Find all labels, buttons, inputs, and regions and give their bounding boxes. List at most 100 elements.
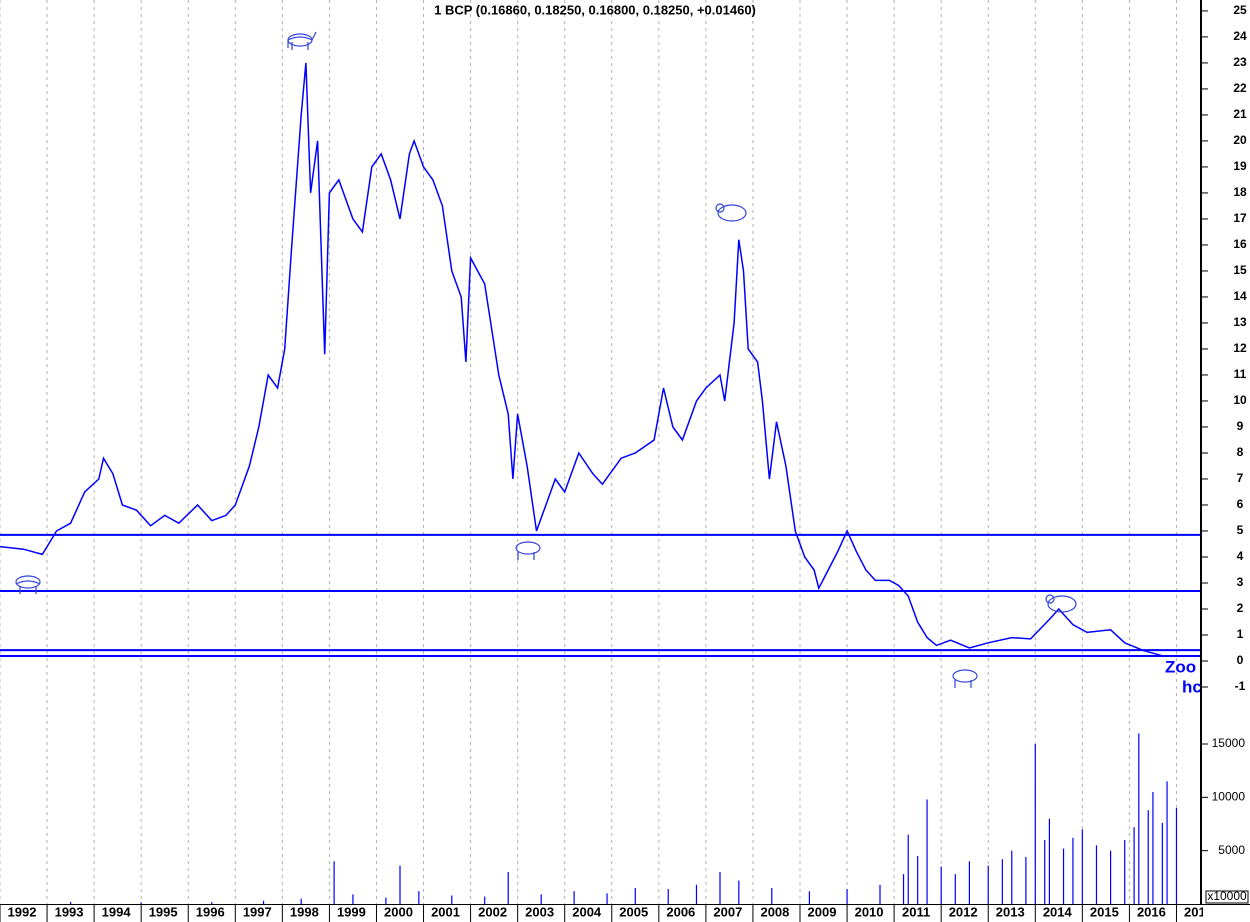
volume-bar xyxy=(926,799,928,904)
y-tick-label: 6 xyxy=(1237,497,1244,511)
volume-bar xyxy=(69,901,72,904)
y-tick-label: 5 xyxy=(1237,523,1244,537)
volume-bar xyxy=(634,888,636,904)
y-tick-label: 1 xyxy=(1237,627,1244,641)
volume-bar xyxy=(1161,822,1163,904)
volume-bar xyxy=(968,861,971,904)
y-tick-label: 15 xyxy=(1233,263,1247,277)
y-tick-label: 4 xyxy=(1237,549,1244,563)
annotation: hc xyxy=(1182,677,1202,696)
volume-bar xyxy=(907,834,909,904)
x-tick-label: 2004 xyxy=(572,904,602,919)
x-tick-label: 2013 xyxy=(996,904,1025,919)
x-tick-label: 1998 xyxy=(290,904,319,919)
volume-bar xyxy=(667,889,669,904)
x-tick-label: 1994 xyxy=(102,904,132,919)
y-tick-label: 24 xyxy=(1233,29,1247,43)
x-tick-label: 2015 xyxy=(1090,904,1119,919)
volume-bar xyxy=(940,866,942,904)
axis-line xyxy=(1200,0,1202,904)
volume-bar xyxy=(771,888,773,904)
volume-bar xyxy=(300,898,302,904)
y-tick-label: 21 xyxy=(1233,107,1247,121)
x-tick-label: 2001 xyxy=(431,904,460,919)
volume-unit: x10000 xyxy=(1207,889,1247,903)
volume-bar xyxy=(1133,827,1135,904)
price-line xyxy=(0,62,1172,658)
x-tick-label: 1999 xyxy=(337,904,366,919)
x-tick-label: 1993 xyxy=(55,904,84,919)
y-tick-label: 8 xyxy=(1237,445,1244,459)
y-tick-label: -1 xyxy=(1235,679,1246,693)
y-tick-label: 3 xyxy=(1237,575,1244,589)
x-tick-label: 2010 xyxy=(855,904,884,919)
volume-bar xyxy=(902,874,905,904)
y-tick-label: 20 xyxy=(1233,133,1247,147)
volume-bar xyxy=(333,861,335,904)
y-tick-label: 7 xyxy=(1237,471,1244,485)
volume-bar xyxy=(1175,808,1178,904)
volume-bar xyxy=(606,893,608,904)
y-tick-label: 5000 xyxy=(1218,843,1245,857)
x-tick-label: 2011 xyxy=(902,904,930,919)
x-tick-label: 2000 xyxy=(384,904,413,919)
x-tick-label: 2008 xyxy=(760,904,789,919)
volume-bar xyxy=(846,889,848,904)
y-tick-label: 18 xyxy=(1233,185,1247,199)
x-tick-label: 2009 xyxy=(808,904,837,919)
y-tick-label: 15000 xyxy=(1212,736,1246,750)
y-tick-label: 10000 xyxy=(1212,790,1246,804)
volume-bar xyxy=(1025,857,1027,904)
volume-bar xyxy=(1124,840,1126,904)
x-tick-label: 2005 xyxy=(619,904,648,919)
y-tick-label: 25 xyxy=(1233,3,1247,17)
volume-bar xyxy=(140,902,142,904)
y-tick-label: 23 xyxy=(1233,55,1247,69)
x-tick-label: 1992 xyxy=(8,904,37,919)
volume-bar xyxy=(211,902,213,904)
volume-bar xyxy=(719,872,721,904)
axis-line xyxy=(0,904,1250,905)
volume-bar xyxy=(352,894,354,904)
volume-bar xyxy=(399,865,401,904)
volume-bar xyxy=(1147,810,1149,904)
annotation: Zoo xyxy=(1165,657,1196,676)
volume-bar xyxy=(808,891,811,904)
volume-bar xyxy=(738,880,740,904)
y-tick-label: 11 xyxy=(1234,367,1247,381)
x-tick-label: 2006 xyxy=(666,904,695,919)
volume-bar xyxy=(1109,850,1112,904)
y-tick-label: 22 xyxy=(1233,81,1247,95)
volume-bar xyxy=(1001,859,1003,904)
y-tick-label: 10 xyxy=(1233,393,1247,407)
x-tick-label: 2016 xyxy=(1137,904,1166,919)
volume-bar xyxy=(1152,792,1154,904)
unit-box xyxy=(1205,890,1249,904)
x-tick-label: 2012 xyxy=(949,904,978,919)
y-tick-label: 9 xyxy=(1237,419,1244,433)
x-tick-label: 2014 xyxy=(1043,904,1073,919)
volume-bar xyxy=(507,872,509,904)
volume-bar xyxy=(418,891,420,904)
volume-bar xyxy=(1166,781,1168,904)
y-tick-label: 14 xyxy=(1233,289,1247,303)
volume-bar xyxy=(1044,840,1046,904)
volume-bar xyxy=(1062,848,1065,904)
x-labels: 1992 1993 1994 1995 1996 1997 1998 1999 2000 2001… xyxy=(8,904,1203,919)
volume-bar xyxy=(917,856,919,904)
volume-bar xyxy=(1138,733,1140,904)
volume-bar xyxy=(1081,829,1083,904)
volume-bar xyxy=(1072,837,1074,904)
y-tick-label: 2 xyxy=(1237,601,1244,615)
volume-bar xyxy=(451,895,453,904)
y-tick-label: 13 xyxy=(1233,315,1247,329)
y-tick-label: 0 xyxy=(1237,653,1244,667)
x-tick-label: 2002 xyxy=(478,904,507,919)
x-tick-label: 2007 xyxy=(713,904,742,919)
volume-bar xyxy=(879,884,881,904)
y-tick-label: 12 xyxy=(1233,341,1247,355)
bull-icon xyxy=(15,31,978,688)
x-tick-label: 2003 xyxy=(525,904,554,919)
x-tick-label: 1995 xyxy=(149,904,178,919)
x-tick-label: 1996 xyxy=(196,904,225,919)
